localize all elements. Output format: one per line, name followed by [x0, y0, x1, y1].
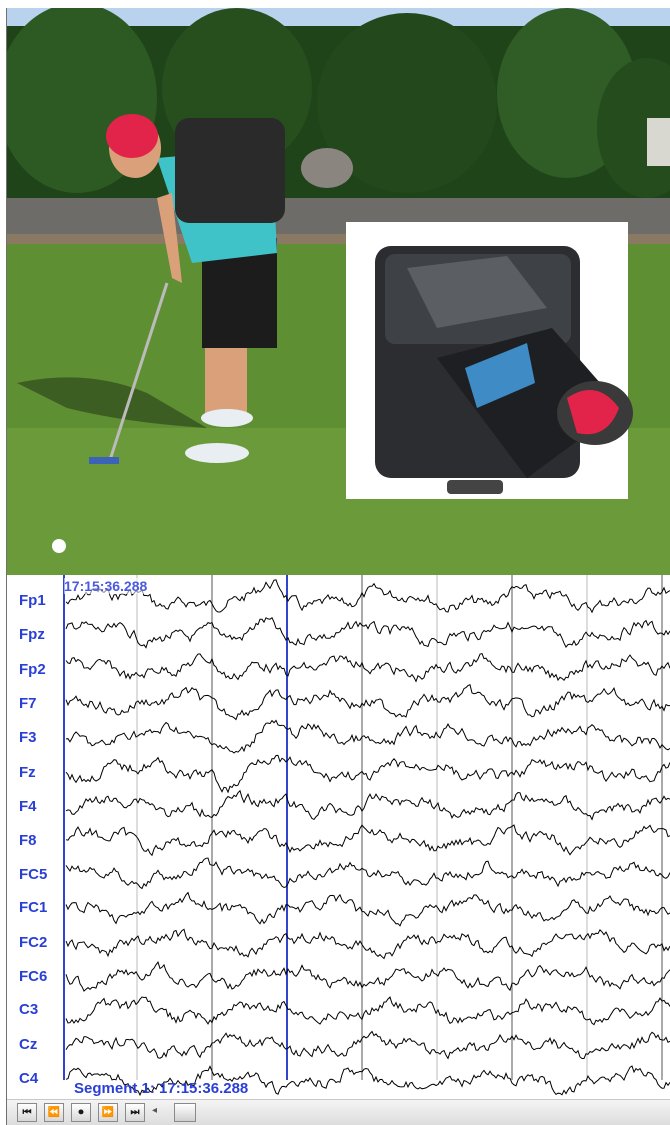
channel-label-f8: F8 [19, 832, 37, 849]
eeg-trace-f7 [65, 683, 670, 721]
eeg-trace-c3 [65, 996, 670, 1026]
eeg-trace-fp1 [65, 579, 670, 614]
channel-label-fc5: FC5 [19, 866, 48, 883]
playback-toolbar: ⏮ ⏪ ⏺ ⏩ ⏭ ◂ [7, 1099, 670, 1125]
eeg-trace-f4 [65, 789, 670, 821]
channel-label-f3: F3 [19, 729, 37, 746]
channel-label-f7: F7 [19, 695, 37, 712]
composite-figure: 17:15:36.288 Fp1 Fpz Fp2 F7 F3 Fz F4 F8 … [6, 8, 670, 1125]
channel-label-fc6: FC6 [19, 968, 48, 985]
eeg-traces [63, 575, 670, 1097]
eeg-trace-fc5 [65, 857, 670, 890]
eeg-trace-fpz [65, 617, 670, 649]
scroll-left-icon[interactable]: ◂ [152, 1105, 158, 1116]
eeg-trace-f3 [65, 719, 670, 754]
channel-label-fc1: FC1 [19, 899, 48, 916]
eeg-trace-fp2 [65, 652, 670, 683]
next-segment-button[interactable]: ⏩ [98, 1103, 118, 1122]
eeg-trace-fc6 [65, 961, 670, 992]
channel-label-fz: Fz [19, 764, 36, 781]
start-timestamp: 17:15:36.288 [64, 578, 148, 594]
channel-label-fp2: Fp2 [19, 661, 46, 678]
eeg-trace-fc1 [65, 891, 670, 927]
previous-segment-button[interactable]: ⏪ [44, 1103, 64, 1122]
first-segment-button[interactable]: ⏮ [17, 1103, 37, 1122]
play-button[interactable]: ⏺ [71, 1103, 91, 1122]
channel-label-fc2: FC2 [19, 934, 48, 951]
eeg-viewer: 17:15:36.288 Fp1 Fpz Fp2 F7 F3 Fz F4 F8 … [7, 575, 670, 1125]
channel-label-c3: C3 [19, 1001, 39, 1018]
segment-label: Segment 1: 17:15:36.288 [74, 1080, 249, 1097]
eeg-trace-c4 [65, 1065, 670, 1097]
eeg-trace-f8 [65, 824, 670, 857]
eeg-trace-fz [65, 754, 670, 794]
scroll-thumb[interactable] [174, 1103, 196, 1122]
channel-label-f4: F4 [19, 798, 37, 815]
eeg-trace-fc2 [65, 928, 670, 960]
eeg-trace-cz [65, 1030, 670, 1060]
channel-label-fpz: Fpz [19, 626, 45, 643]
channel-label-fp1: Fp1 [19, 592, 46, 609]
golfer-photo [7, 8, 670, 575]
channel-label-cz: Cz [19, 1036, 38, 1053]
last-segment-button[interactable]: ⏭ [125, 1103, 145, 1122]
channel-label-c4: C4 [19, 1070, 39, 1087]
